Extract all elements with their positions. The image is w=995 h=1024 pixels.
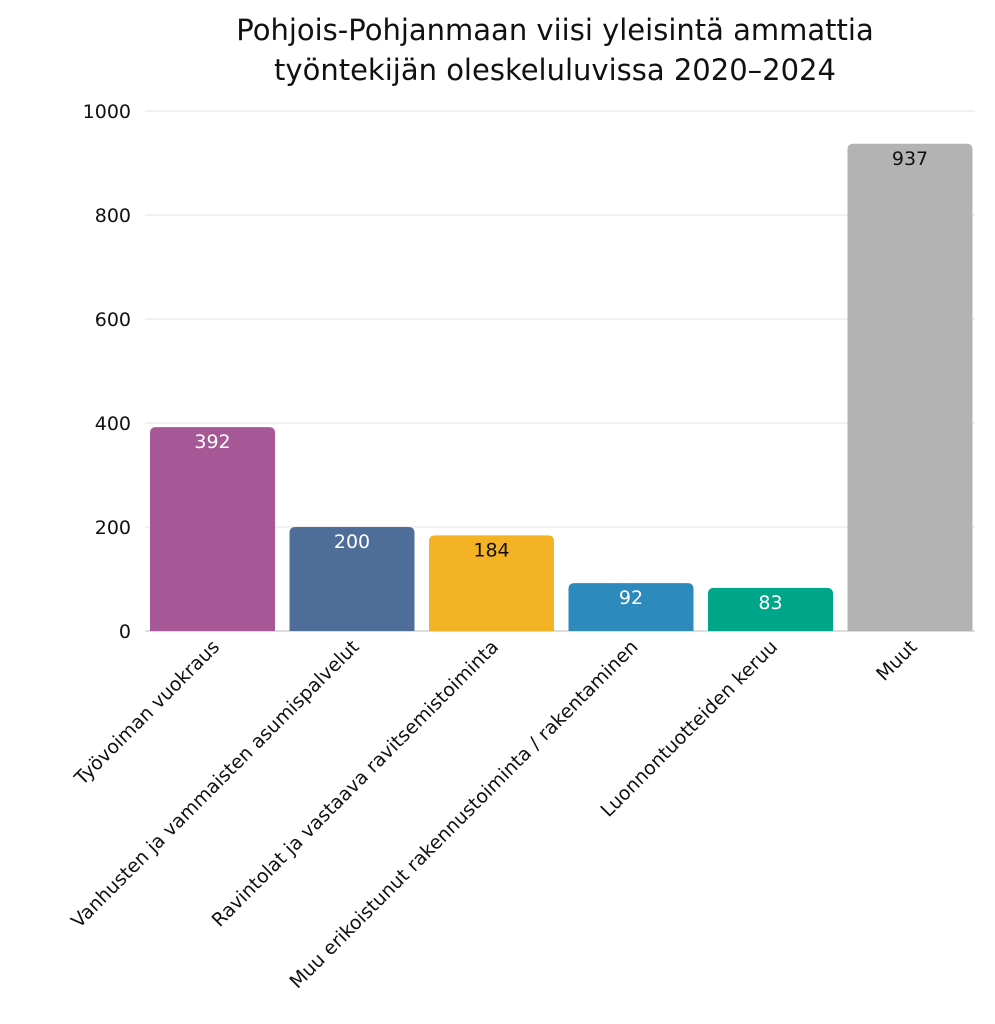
- chart-title-line-1: Pohjois-Pohjanmaan viisi yleisintä ammat…: [236, 13, 873, 47]
- y-tick-label: 600: [95, 309, 131, 331]
- data-label: 392: [194, 431, 230, 453]
- bar: [847, 143, 973, 631]
- x-category-label: Ravintolat ja vastaava ravitsemistoimint…: [208, 636, 503, 931]
- y-tick-label: 800: [95, 205, 131, 227]
- bar: [289, 527, 415, 631]
- y-tick-label: 400: [95, 413, 131, 435]
- data-label: 937: [892, 148, 928, 170]
- x-category-label: Muut: [872, 636, 921, 685]
- bar: [568, 583, 694, 631]
- chart-title-line-2: työntekijän oleskeluluvissa 2020–2024: [274, 53, 836, 87]
- x-category-label: Työvoiman vuokraus: [70, 636, 224, 790]
- data-label: 200: [334, 531, 370, 553]
- x-category-label: Vanhusten ja vammaisten asumispalvelut: [67, 636, 363, 932]
- bar: [708, 587, 833, 631]
- bar: [429, 535, 554, 631]
- data-label: 184: [473, 539, 509, 561]
- y-tick-label: 0: [119, 621, 131, 643]
- data-label: 92: [619, 587, 643, 609]
- bar: [150, 427, 275, 631]
- y-tick-label: 200: [95, 517, 131, 539]
- data-label: 83: [758, 592, 782, 614]
- y-tick-label: 1000: [83, 101, 131, 123]
